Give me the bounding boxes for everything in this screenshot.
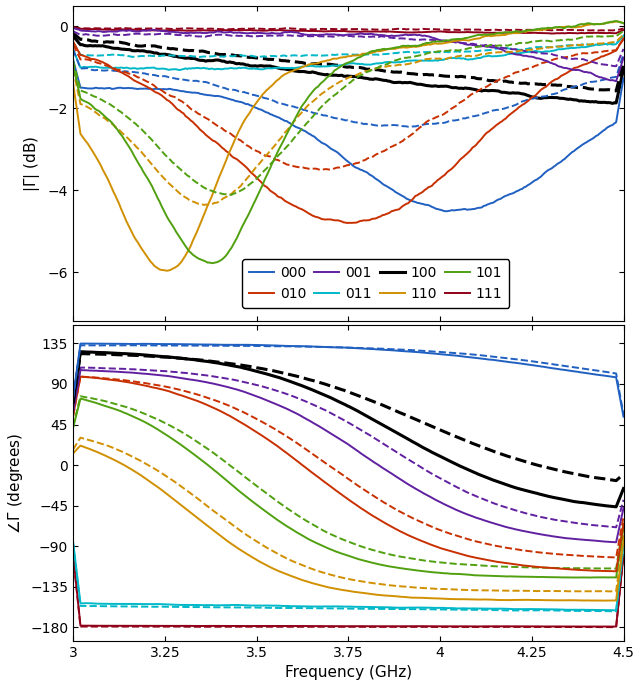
X-axis label: Frequency (GHz): Frequency (GHz) [285,665,412,681]
Y-axis label: $\angle\Gamma$ (degrees): $\angle\Gamma$ (degrees) [6,433,24,534]
Y-axis label: $|\Gamma|$ (dB): $|\Gamma|$ (dB) [22,135,42,191]
Legend: 000, 010, 001, 011, 100, 110, 101, 111: 000, 010, 001, 011, 100, 110, 101, 111 [243,259,509,308]
